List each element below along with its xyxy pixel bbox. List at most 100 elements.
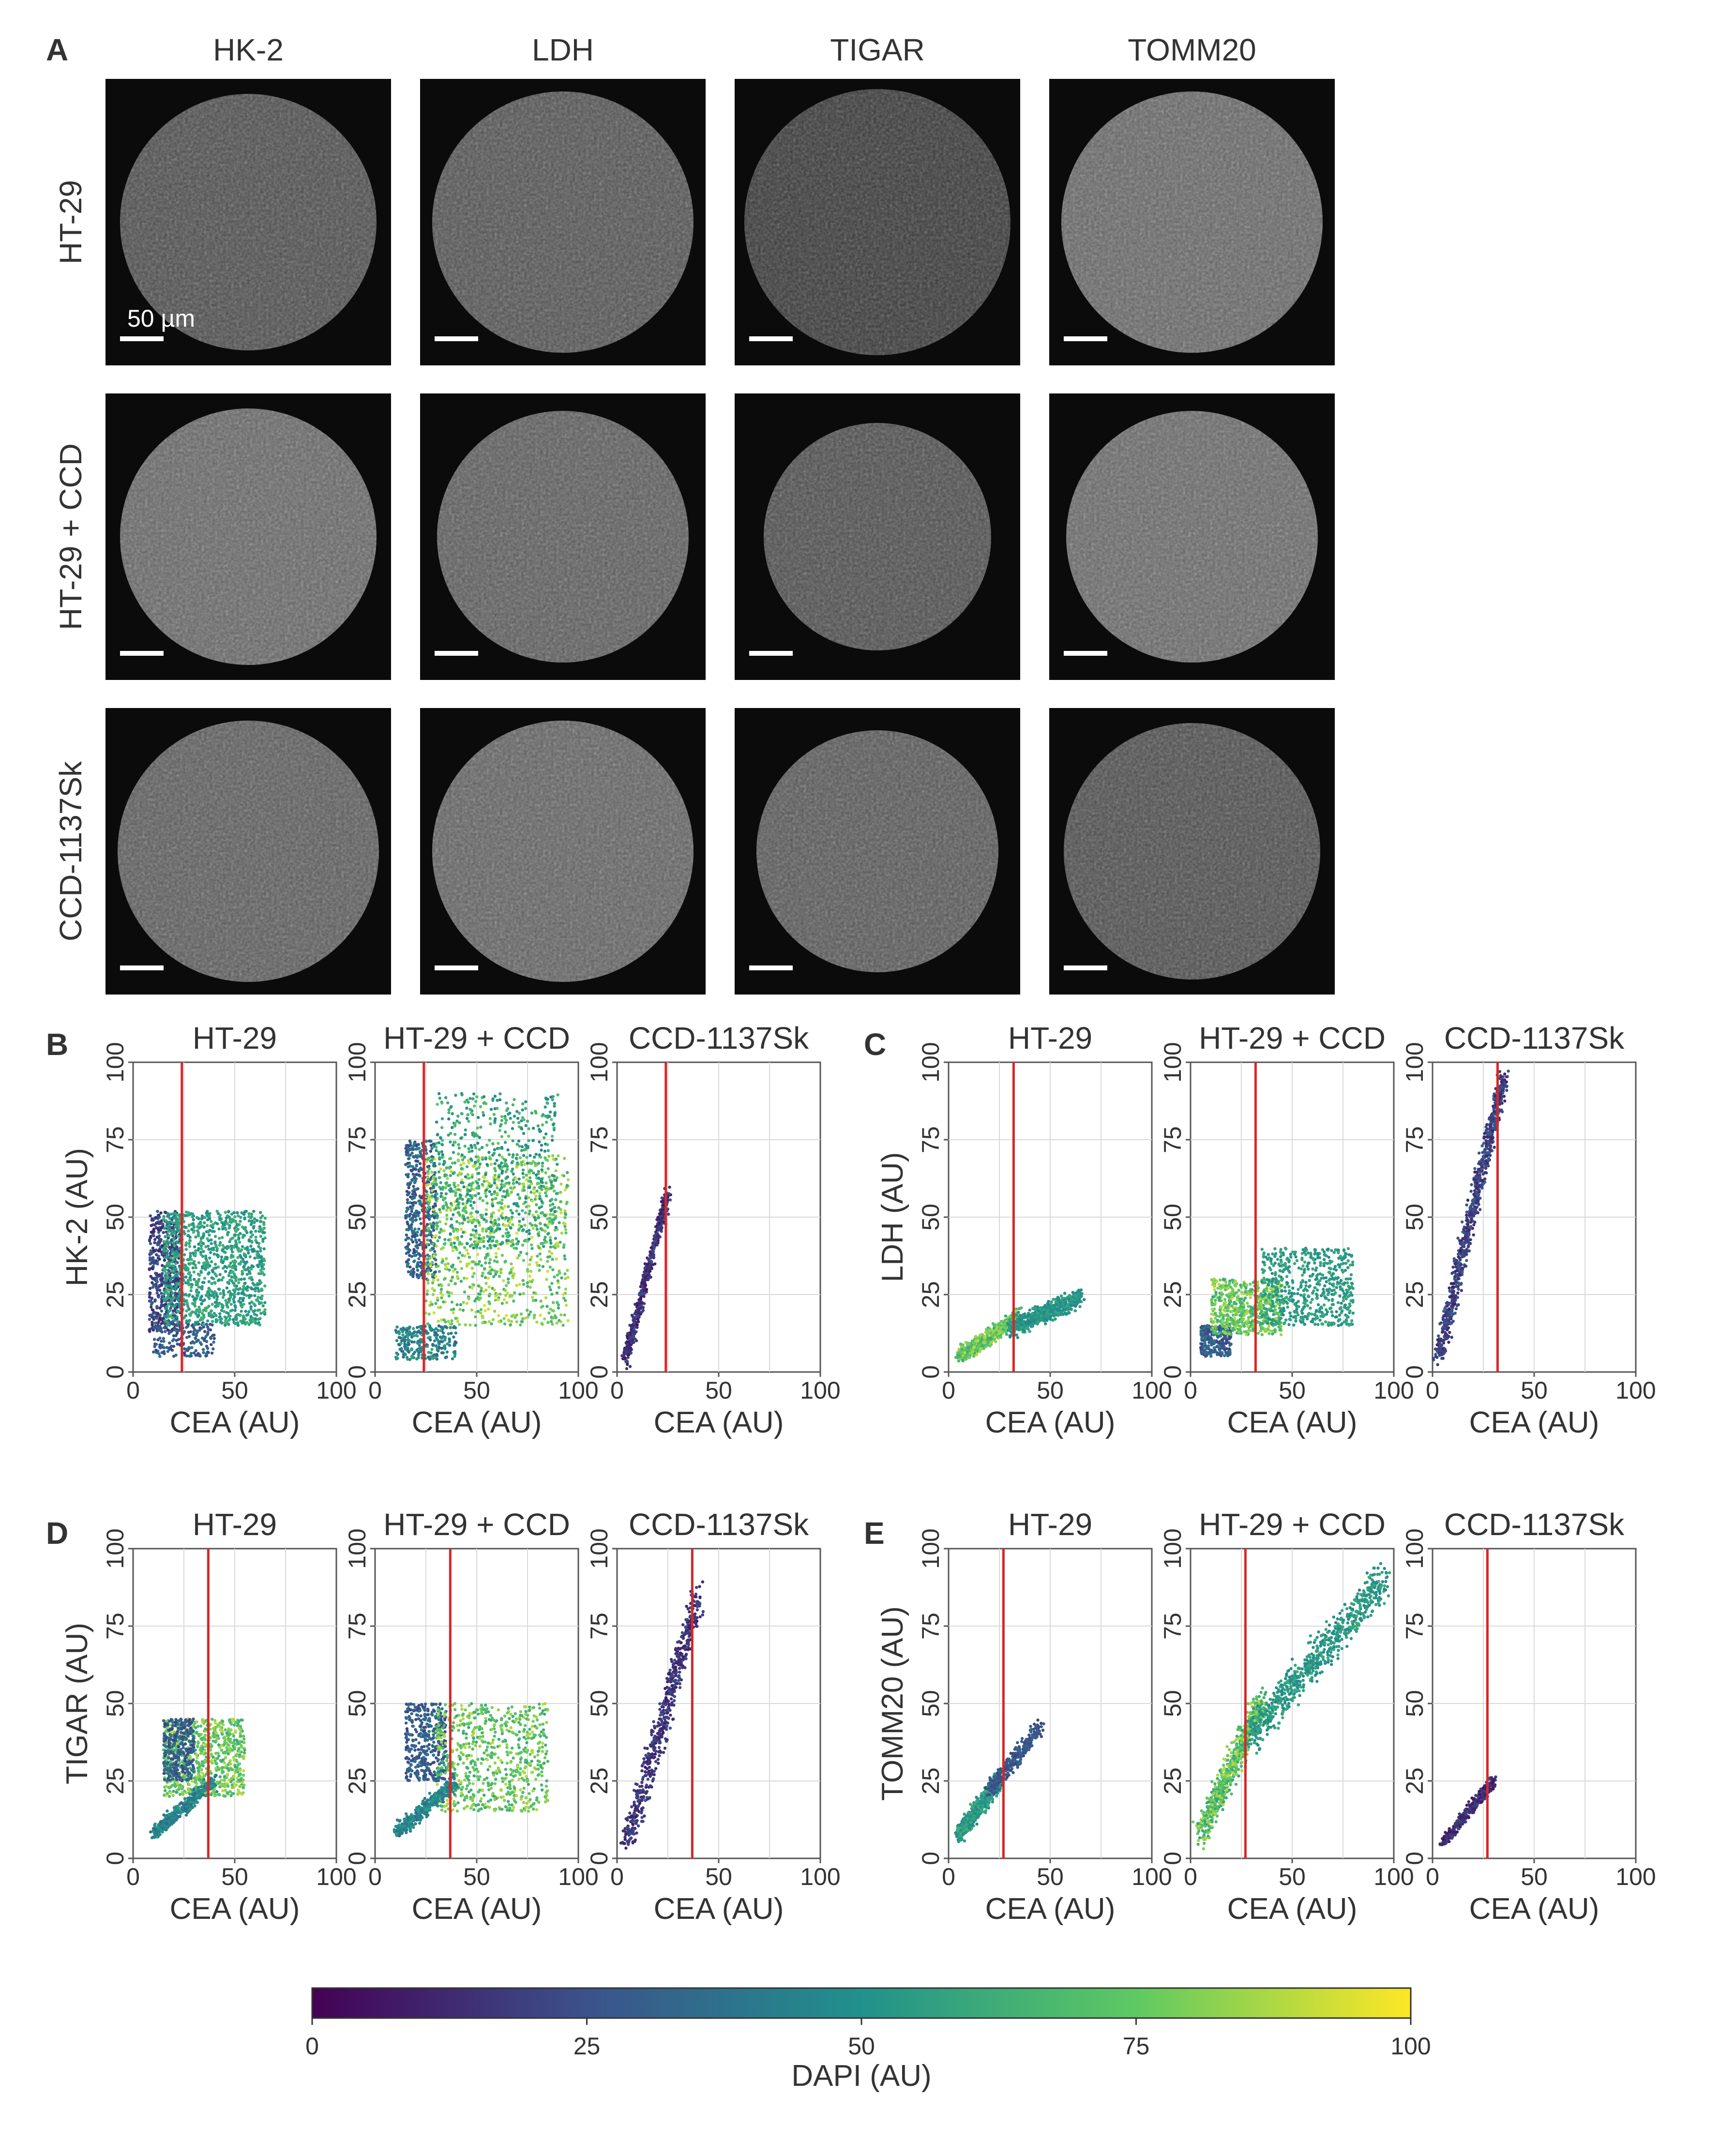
data-point — [435, 1120, 438, 1124]
data-point — [158, 1336, 162, 1340]
data-point — [206, 1244, 210, 1248]
data-point — [566, 1268, 569, 1272]
data-point — [541, 1161, 544, 1165]
data-point — [148, 1238, 151, 1242]
data-point — [451, 1275, 454, 1279]
data-point — [220, 1278, 224, 1282]
data-point — [464, 1206, 467, 1209]
x-tick-label: 50 — [221, 1377, 248, 1404]
data-point — [198, 1341, 202, 1344]
data-point — [625, 1345, 628, 1349]
data-point — [230, 1248, 233, 1251]
data-point — [150, 1230, 153, 1234]
data-point — [416, 1268, 420, 1272]
data-point — [460, 1235, 464, 1238]
data-point — [174, 1303, 178, 1307]
data-point — [432, 1278, 435, 1282]
data-point — [651, 1244, 655, 1247]
data-point — [438, 1335, 442, 1339]
data-point — [446, 1262, 450, 1266]
data-point — [415, 1357, 419, 1361]
data-point — [451, 1112, 454, 1116]
data-point — [493, 1095, 497, 1098]
data-point — [632, 1331, 635, 1334]
data-point — [554, 1169, 558, 1173]
micrograph-hk-2-ht-29-ccd — [106, 393, 391, 680]
data-point — [212, 1248, 215, 1251]
data-point — [151, 1277, 154, 1280]
data-point — [228, 1289, 231, 1293]
data-point — [522, 1282, 526, 1286]
data-point — [496, 1186, 499, 1190]
data-point — [478, 1233, 481, 1237]
data-point — [442, 1345, 446, 1348]
data-point — [548, 1285, 552, 1289]
data-point — [213, 1290, 217, 1294]
data-point — [415, 1273, 419, 1276]
data-point — [153, 1241, 156, 1244]
data-point — [498, 1275, 501, 1278]
data-point — [162, 1292, 166, 1296]
data-point — [528, 1186, 531, 1189]
data-point — [188, 1271, 191, 1274]
data-point — [470, 1266, 474, 1270]
data-point — [488, 1237, 492, 1240]
data-point — [649, 1259, 653, 1263]
data-point — [171, 1292, 174, 1295]
data-point — [505, 1101, 508, 1105]
data-point — [175, 1323, 178, 1327]
data-point — [532, 1188, 536, 1191]
data-point — [469, 1237, 472, 1241]
data-point — [553, 1210, 557, 1213]
data-point — [413, 1196, 416, 1200]
data-point — [510, 1215, 514, 1219]
data-point — [156, 1262, 159, 1266]
data-point — [212, 1337, 216, 1340]
data-point — [184, 1248, 188, 1251]
data-point — [436, 1239, 439, 1243]
data-point — [440, 1351, 444, 1355]
data-point — [194, 1235, 197, 1239]
data-point — [414, 1193, 417, 1197]
data-point — [215, 1294, 219, 1297]
data-point — [196, 1294, 199, 1297]
data-point — [461, 1309, 465, 1312]
data-point — [565, 1201, 569, 1204]
data-point — [449, 1140, 452, 1144]
data-point — [149, 1249, 152, 1252]
data-point — [217, 1287, 221, 1291]
data-point — [551, 1322, 554, 1326]
data-point — [194, 1336, 197, 1340]
data-point — [557, 1154, 560, 1158]
data-point — [492, 1151, 496, 1155]
data-point — [449, 1202, 453, 1205]
data-point — [153, 1238, 157, 1241]
data-point — [474, 1224, 477, 1228]
data-point — [470, 1243, 474, 1247]
data-point — [234, 1220, 238, 1223]
data-point — [227, 1297, 230, 1301]
data-point — [471, 1260, 475, 1264]
data-point — [544, 1120, 548, 1124]
data-point — [232, 1245, 236, 1249]
data-point — [519, 1312, 523, 1316]
data-point — [497, 1320, 501, 1323]
data-point — [406, 1183, 409, 1186]
data-point — [426, 1289, 429, 1293]
data-point — [438, 1220, 442, 1223]
data-point — [409, 1273, 413, 1276]
data-point — [412, 1142, 416, 1145]
data-point — [517, 1228, 521, 1232]
data-point — [504, 1170, 508, 1174]
data-point — [562, 1246, 566, 1249]
data-point — [525, 1252, 528, 1255]
data-point — [473, 1134, 476, 1138]
data-point — [440, 1156, 444, 1159]
data-point — [542, 1245, 545, 1248]
data-point — [502, 1317, 506, 1320]
data-point — [493, 1167, 497, 1170]
data-point — [160, 1292, 163, 1295]
data-point — [447, 1320, 450, 1323]
data-point — [434, 1190, 438, 1193]
data-point — [505, 1242, 509, 1245]
